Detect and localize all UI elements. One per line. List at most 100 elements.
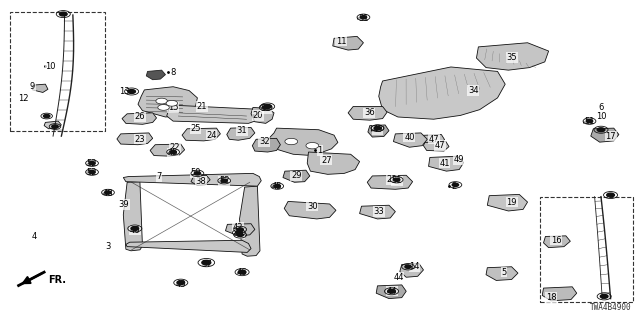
Text: 41: 41 (439, 159, 450, 168)
Text: 51: 51 (358, 14, 369, 23)
Text: 51: 51 (260, 104, 271, 113)
Polygon shape (486, 267, 518, 280)
Text: 46: 46 (237, 268, 248, 277)
Text: 6: 6 (598, 103, 604, 112)
Text: 17: 17 (605, 132, 616, 140)
Text: 34: 34 (468, 86, 479, 95)
Circle shape (128, 90, 136, 93)
Text: 10: 10 (596, 112, 606, 121)
Text: 22: 22 (170, 143, 180, 152)
Text: 31: 31 (237, 126, 248, 135)
Text: 38: 38 (195, 177, 206, 186)
Text: 39: 39 (118, 200, 129, 209)
Polygon shape (182, 128, 220, 141)
Text: 51: 51 (584, 117, 595, 126)
Polygon shape (252, 138, 280, 152)
Text: 25: 25 (190, 124, 201, 133)
Polygon shape (33, 84, 48, 92)
Circle shape (221, 179, 227, 182)
Circle shape (89, 162, 95, 165)
Text: 19: 19 (506, 197, 517, 206)
Text: 46: 46 (129, 226, 140, 235)
Text: 37: 37 (202, 260, 212, 269)
Circle shape (131, 227, 139, 230)
Text: 13: 13 (118, 87, 129, 96)
Text: 48: 48 (234, 229, 244, 238)
Text: 10: 10 (45, 61, 56, 70)
Circle shape (166, 100, 177, 106)
Circle shape (238, 270, 246, 274)
Text: 44: 44 (394, 273, 404, 282)
Polygon shape (543, 236, 570, 248)
Text: 1: 1 (317, 146, 323, 155)
Circle shape (374, 126, 381, 130)
Text: 30: 30 (307, 202, 317, 211)
Circle shape (388, 289, 396, 293)
Text: 8: 8 (170, 68, 176, 77)
Text: 32: 32 (259, 137, 269, 146)
Text: 3: 3 (106, 242, 111, 251)
Polygon shape (167, 105, 261, 123)
Polygon shape (124, 173, 261, 186)
Polygon shape (424, 141, 449, 151)
Text: TWA4B4900: TWA4B4900 (590, 303, 632, 312)
Text: 52: 52 (87, 168, 97, 177)
Polygon shape (400, 264, 424, 277)
Circle shape (607, 193, 614, 197)
Circle shape (360, 16, 367, 19)
Text: 9: 9 (30, 82, 35, 91)
Text: 7: 7 (156, 172, 162, 181)
Polygon shape (191, 175, 210, 186)
Polygon shape (124, 182, 143, 251)
Text: 49: 49 (454, 155, 465, 164)
Circle shape (237, 233, 243, 236)
Text: 52: 52 (219, 176, 230, 185)
Polygon shape (476, 43, 548, 70)
Text: 18: 18 (547, 294, 556, 300)
Circle shape (452, 183, 459, 187)
Text: 21: 21 (196, 102, 207, 111)
Polygon shape (239, 186, 260, 256)
Circle shape (394, 178, 400, 181)
Polygon shape (126, 240, 251, 252)
Polygon shape (251, 108, 274, 123)
Text: 52: 52 (87, 159, 97, 168)
Polygon shape (225, 224, 255, 236)
Polygon shape (283, 170, 310, 182)
Circle shape (44, 115, 50, 118)
Text: 4: 4 (31, 232, 36, 241)
Circle shape (89, 171, 95, 174)
Text: 47: 47 (435, 141, 445, 150)
Polygon shape (394, 133, 428, 147)
Circle shape (202, 260, 211, 265)
Polygon shape (333, 36, 364, 50)
Polygon shape (368, 125, 389, 137)
Polygon shape (44, 121, 61, 129)
Polygon shape (360, 205, 396, 219)
Text: 28: 28 (387, 175, 397, 184)
Polygon shape (307, 152, 360, 174)
Circle shape (194, 172, 200, 175)
Polygon shape (227, 127, 255, 140)
Text: 42: 42 (233, 223, 243, 232)
Circle shape (597, 128, 605, 132)
Text: 51: 51 (392, 176, 402, 185)
Text: 11: 11 (336, 37, 346, 46)
Circle shape (285, 138, 298, 145)
Bar (10, 12, 105, 131)
Text: 18: 18 (546, 293, 557, 302)
Text: 5: 5 (501, 268, 506, 277)
Text: 12: 12 (18, 94, 28, 103)
Text: 24: 24 (206, 131, 217, 140)
Polygon shape (269, 128, 338, 155)
Circle shape (586, 120, 593, 123)
Circle shape (177, 281, 184, 284)
Circle shape (374, 126, 381, 130)
Polygon shape (348, 107, 387, 120)
Circle shape (306, 142, 319, 149)
Circle shape (262, 106, 269, 109)
Text: 44: 44 (387, 287, 397, 296)
Text: 45: 45 (272, 182, 282, 191)
Circle shape (600, 294, 608, 298)
Polygon shape (367, 175, 413, 189)
